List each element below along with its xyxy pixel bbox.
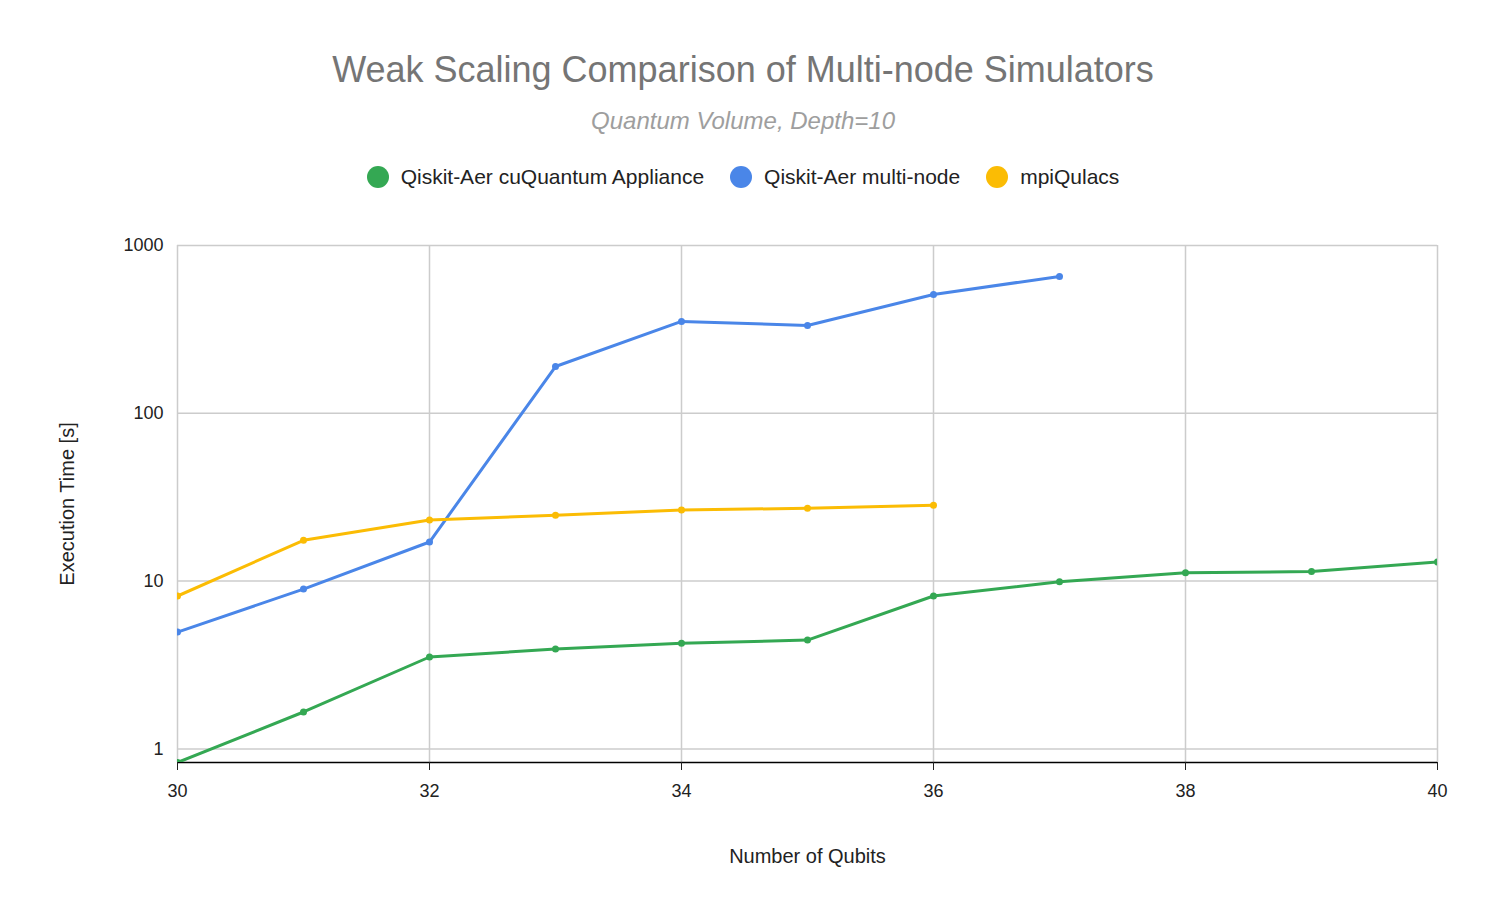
svg-text:30: 30 [167, 781, 187, 801]
html-text:Weak Scaling Comparison of Mul: Weak Scaling Comparison of Multi-node Si… [332, 49, 1154, 90]
html-text:Quantum Volume, Depth=10: Quantum Volume, Depth=10 [591, 107, 895, 134]
svg-text:Execution Time [s]: Execution Time [s] [56, 422, 78, 585]
svg-text:1: 1 [153, 739, 163, 759]
html-text:Qiskit-Aer multi-node: Qiskit-Aer multi-node [764, 165, 961, 188]
svg-text:34: 34 [671, 781, 691, 801]
svg-text:10: 10 [143, 571, 163, 591]
svg-text:32: 32 [419, 781, 439, 801]
svg-text:38: 38 [1175, 781, 1195, 801]
html-text:mpiQulacs: mpiQulacs [1020, 165, 1120, 188]
svg-text:40: 40 [1427, 781, 1447, 801]
html-text:Qiskit-Aer cuQuantum Appliance: Qiskit-Aer cuQuantum Appliance [400, 165, 705, 188]
svg-text:100: 100 [133, 403, 163, 423]
svg-text:Number of Qubits: Number of Qubits [729, 845, 886, 867]
svg-text:1000: 1000 [123, 235, 163, 255]
svg-text:36: 36 [923, 781, 943, 801]
